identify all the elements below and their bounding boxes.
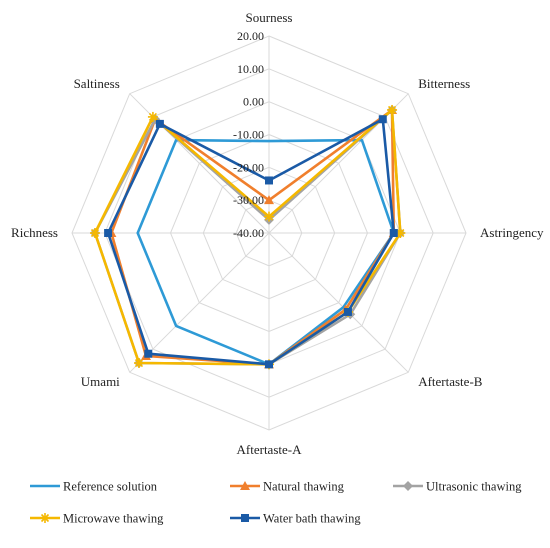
spoke-aftertaste-b	[268, 232, 409, 373]
legend-item-water-bath-thawing: Water bath thawing	[230, 512, 361, 526]
tick-label: -20.00	[233, 160, 264, 174]
axis-label-astringency: Astringency	[480, 225, 544, 240]
legend-item-natural-thawing: Natural thawing	[230, 480, 345, 494]
data-point-microwave-thawing-umami	[133, 358, 144, 369]
data-point-water-bath-thawing-richness	[104, 229, 113, 237]
tick-label: 20.00	[237, 29, 264, 43]
legend-label: Water bath thawing	[263, 512, 361, 526]
series-layer	[89, 104, 406, 370]
legend-marker-ultrasonic-thawing	[403, 481, 413, 491]
axis-layer	[72, 36, 466, 430]
spoke-umami	[129, 232, 270, 373]
legend-marker-natural-thawing	[240, 481, 250, 490]
data-point-microwave-thawing-saltiness	[147, 111, 158, 122]
series-line-water-bath-thawing	[106, 117, 396, 366]
tick-label: -30.00	[233, 193, 264, 207]
data-point-water-bath-thawing-umami	[144, 349, 153, 358]
legend: Reference solution Natural thawing Ultraso…	[30, 480, 522, 526]
tick-label: 0.00	[243, 95, 264, 109]
data-point-water-bath-thawing-aftertaste-a	[265, 360, 273, 369]
axis-label-sourness: Sourness	[246, 10, 293, 25]
legend-label: Ultrasonic thawing	[426, 480, 522, 494]
legend-label: Reference solution	[63, 480, 158, 494]
legend-marker-microwave-thawing	[40, 513, 50, 523]
data-point-microwave-thawing-bitterness	[387, 104, 398, 115]
tick-label: -40.00	[233, 226, 264, 240]
axis-label-saltiness: Saltiness	[74, 76, 120, 91]
series-water-bath-thawing	[104, 115, 398, 369]
data-point-water-bath-thawing-sourness	[265, 176, 273, 185]
data-point-water-bath-thawing-astringency	[389, 229, 398, 237]
legend-item-reference-solution: Reference solution	[30, 480, 158, 494]
data-point-microwave-thawing-sourness	[264, 211, 274, 222]
legend-marker-water-bath-thawing	[241, 514, 249, 522]
data-point-water-bath-thawing-saltiness	[155, 119, 164, 128]
data-point-natural-thawing-sourness	[264, 195, 274, 205]
legend-item-ultrasonic-thawing: Ultrasonic thawing	[393, 480, 522, 494]
legend-label: Microwave thawing	[63, 512, 164, 526]
data-point-water-bath-thawing-bitterness	[378, 115, 387, 124]
axis-label-richness: Richness	[11, 225, 58, 240]
data-point-water-bath-thawing-aftertaste-b	[343, 307, 352, 316]
tick-label: 10.00	[237, 62, 264, 76]
legend-item-microwave-thawing: Microwave thawing	[30, 512, 164, 526]
axis-label-aftertaste-a: Aftertaste-A	[237, 442, 303, 457]
axis-label-aftertaste-b: Aftertaste-B	[418, 374, 483, 389]
tick-label: -10.00	[233, 128, 264, 142]
axis-label-umami: Umami	[81, 374, 120, 389]
legend-label: Natural thawing	[263, 480, 345, 494]
tick-label-layer: 20.00 10.00 0.00 -10.00 -20.00 -30.00 -40.00	[233, 29, 264, 240]
data-point-microwave-thawing-richness	[89, 228, 100, 238]
axis-label-bitterness: Bitterness	[418, 76, 470, 91]
axis-label-layer: Sourness Bitterness Astringency Aftertaste-…	[11, 10, 544, 457]
